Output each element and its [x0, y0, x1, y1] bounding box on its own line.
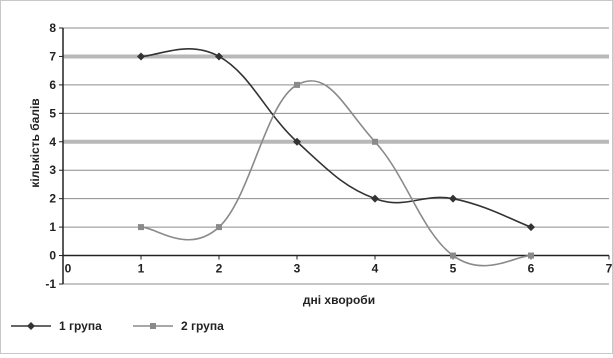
y-tick-label: 1	[49, 220, 56, 234]
x-tick-label: 6	[528, 262, 535, 276]
data-point-series-1	[527, 223, 535, 232]
data-point-series-2	[138, 224, 144, 231]
y-tick-label: 0	[49, 249, 56, 263]
data-point-series-1	[449, 194, 457, 203]
y-tick-label: 3	[49, 163, 56, 177]
y-tick-label: 5	[49, 106, 56, 120]
legend-marker-2	[150, 323, 156, 329]
y-tick-label: 8	[49, 21, 56, 35]
data-point-series-2	[372, 138, 378, 145]
x-tick-label: 3	[294, 262, 301, 276]
y-tick-label: 2	[49, 192, 56, 206]
x-tick-label: 4	[372, 262, 379, 276]
gridlines	[63, 27, 609, 285]
x-axis-title: дні хвороби	[303, 293, 375, 307]
data-point-series-2	[294, 81, 300, 88]
legend: 1 група 2 група	[11, 319, 224, 333]
data-markers	[137, 52, 535, 259]
data-point-series-2	[450, 252, 456, 259]
series-line-1	[140, 48, 532, 228]
data-point-series-1	[215, 52, 223, 61]
y-tick-label: 6	[49, 78, 56, 92]
axes	[59, 27, 610, 285]
y-tick-label: -1	[45, 277, 56, 291]
series-line-2	[140, 80, 532, 267]
data-point-series-1	[137, 52, 145, 61]
series-lines	[140, 48, 532, 267]
data-point-series-1	[293, 137, 301, 146]
y-tick-label: 4	[49, 135, 56, 149]
data-point-series-2	[216, 224, 222, 231]
legend-label-2: 2 група	[181, 319, 224, 333]
x-tick-label: 0	[65, 262, 72, 276]
data-point-series-1	[371, 194, 379, 203]
data-point-series-2	[528, 252, 534, 259]
x-tick-label: 2	[216, 262, 223, 276]
legend-label-1: 1 група	[59, 319, 102, 333]
y-axis-title: кількість балів	[28, 98, 42, 187]
y-tick-label: 7	[49, 49, 56, 63]
x-tick-label: 1	[138, 262, 145, 276]
legend-marker-1	[27, 322, 35, 330]
tick-labels: -1 0 1 2 3 4 5 6 7 8 0 1 2 3 4 5 6 7	[45, 21, 612, 291]
x-tick-label: 7	[606, 262, 612, 276]
x-tick-label: 5	[450, 262, 457, 276]
